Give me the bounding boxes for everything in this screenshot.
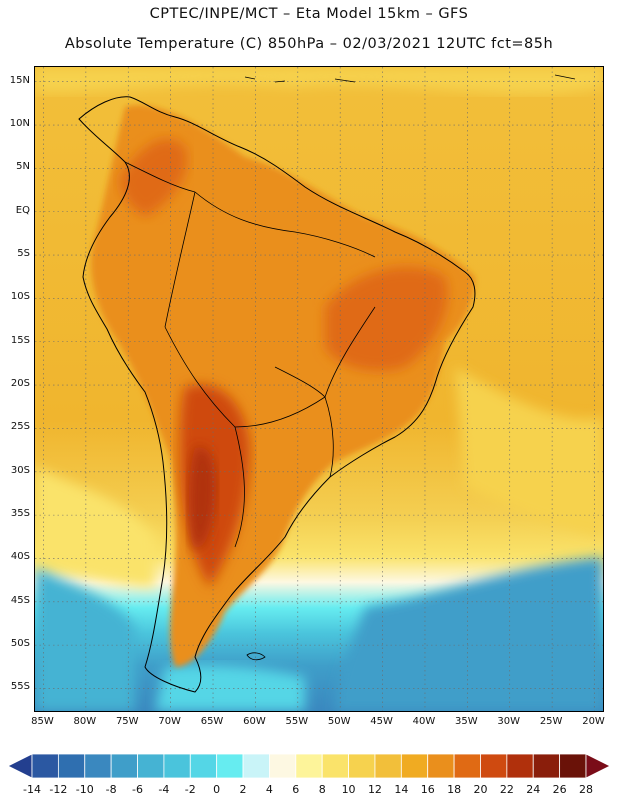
cold-zone-drake: [155, 665, 305, 711]
colorbar-swatch: [31, 753, 59, 779]
latitude-label: 45S: [10, 594, 30, 606]
caribbean-islands: [244, 74, 576, 83]
colorbar-tick-label: 24: [526, 783, 541, 796]
falkland-islands: [246, 652, 266, 661]
latitude-label: 25S: [10, 421, 30, 433]
colorbar-tick-label: 16: [420, 783, 435, 796]
coastline-south-america: [78, 96, 476, 693]
colorbar-tick-label: 28: [579, 783, 593, 796]
colorbar-tick-label: 20: [473, 783, 488, 796]
warm-band-north: [35, 67, 603, 95]
longitude-label: 85W: [31, 716, 54, 727]
colorbar-swatch: [480, 753, 508, 779]
colorbar-swatch: [163, 753, 191, 779]
latitude-label: 30S: [10, 464, 30, 476]
longitude-label: 60W: [243, 716, 266, 727]
colorbar-tick-label: -4: [158, 783, 170, 796]
longitude-label: 55W: [285, 716, 309, 727]
colorbar-swatch: [189, 753, 218, 779]
colorbar-swatch: [242, 753, 270, 779]
colorbar-swatch: [137, 753, 165, 779]
longitude-label: 75W: [115, 716, 139, 727]
latitude-label: 15S: [10, 334, 30, 346]
colorbar-tick-label: 22: [499, 783, 514, 796]
colorbar-swatch: [348, 753, 376, 779]
colorbar-tick-label: 8: [318, 783, 326, 796]
longitude-label: 35W: [455, 716, 478, 727]
map-grid: [35, 67, 603, 711]
chart-title-line-1: CPTEC/INPE/MCT – Eta Model 15km – GFS: [149, 6, 469, 22]
latitude-label: 5S: [17, 248, 30, 260]
pacific-yellow-zone: [35, 467, 155, 587]
colorbar-tick-label: -10: [75, 783, 94, 796]
country-borders: [124, 161, 376, 548]
colorbar-tick-label: -8: [105, 783, 117, 796]
colorbar-tick-label: 18: [447, 783, 462, 796]
colorbar-tick-label: -12: [49, 783, 68, 796]
colorbar-swatch: [400, 753, 429, 779]
colorbar-tick-label: 6: [292, 783, 300, 796]
colorbar-tick-label: 0: [213, 783, 221, 796]
latitude-label: 40S: [10, 551, 30, 563]
colorbar-min-triangle: [7, 753, 33, 779]
colorbar-tick-label: 2: [239, 783, 247, 796]
colorbar-swatch: [427, 753, 455, 779]
longitude-label: 65W: [200, 716, 224, 727]
colorbar-tick-label: -2: [184, 783, 196, 796]
colorbar-swatch: [559, 753, 587, 779]
latitude-label: EQ: [15, 204, 30, 216]
colorbar-tick-label: 26: [552, 783, 567, 796]
colorbar-swatch: [453, 753, 481, 779]
latitude-label: 15N: [9, 74, 30, 86]
colorbar-tick-label: 4: [265, 783, 273, 796]
temperature-map: [35, 67, 603, 711]
longitude-label: 30W: [497, 716, 521, 727]
longitude-label: 20W: [582, 716, 605, 727]
latitude-label: 5N: [16, 161, 30, 173]
longitude-label: 50W: [327, 716, 351, 727]
colorbar-swatch: [321, 753, 349, 779]
latitude-label: 55S: [10, 681, 30, 693]
colorbar-swatch: [532, 753, 561, 779]
colorbar-swatch: [269, 753, 297, 779]
cold-zone-south-atlantic: [335, 557, 603, 711]
hot-spot-andes-north: [120, 138, 187, 217]
colorbar-tick-label: 10: [341, 783, 356, 796]
map-panel: [34, 66, 604, 712]
longitude-label: 45W: [370, 716, 393, 727]
colorbar-swatch: [374, 753, 402, 779]
longitude-label: 70W: [158, 716, 181, 727]
chart-title-line-2: Absolute Temperature (C) 850hPa – 02/03/…: [64, 36, 554, 52]
colorbar-swatch: [84, 753, 112, 779]
colorbar-tick-label: 14: [394, 783, 409, 796]
cold-zone-south-pacific: [35, 567, 135, 711]
colorbar-tick-label: 12: [367, 783, 382, 796]
latitude-label: 35S: [10, 508, 30, 520]
colorbar-tick-label: -6: [132, 783, 143, 796]
longitude-label: 80W: [73, 716, 97, 727]
latitude-label: 20S: [10, 378, 30, 390]
hot-spot-brazil-northeast: [325, 267, 448, 371]
colorbar-swatch: [216, 753, 244, 779]
latitude-label: 10N: [9, 118, 30, 130]
warm-band-east: [455, 367, 603, 537]
longitude-label: 40W: [412, 716, 436, 727]
colorbar: [7, 753, 611, 779]
colorbar-max-triangle: [585, 753, 611, 779]
colorbar-swatch: [57, 753, 86, 779]
colorbar-tick-label: -14: [23, 783, 41, 796]
longitude-label: 25W: [539, 716, 563, 727]
latitude-label: 50S: [10, 638, 30, 650]
colorbar-swatch: [295, 753, 323, 779]
colorbar-swatch: [506, 753, 534, 779]
latitude-label: 10S: [10, 291, 30, 303]
hot-spot-argentina-core: [188, 446, 217, 550]
colorbar-swatch: [110, 753, 138, 779]
